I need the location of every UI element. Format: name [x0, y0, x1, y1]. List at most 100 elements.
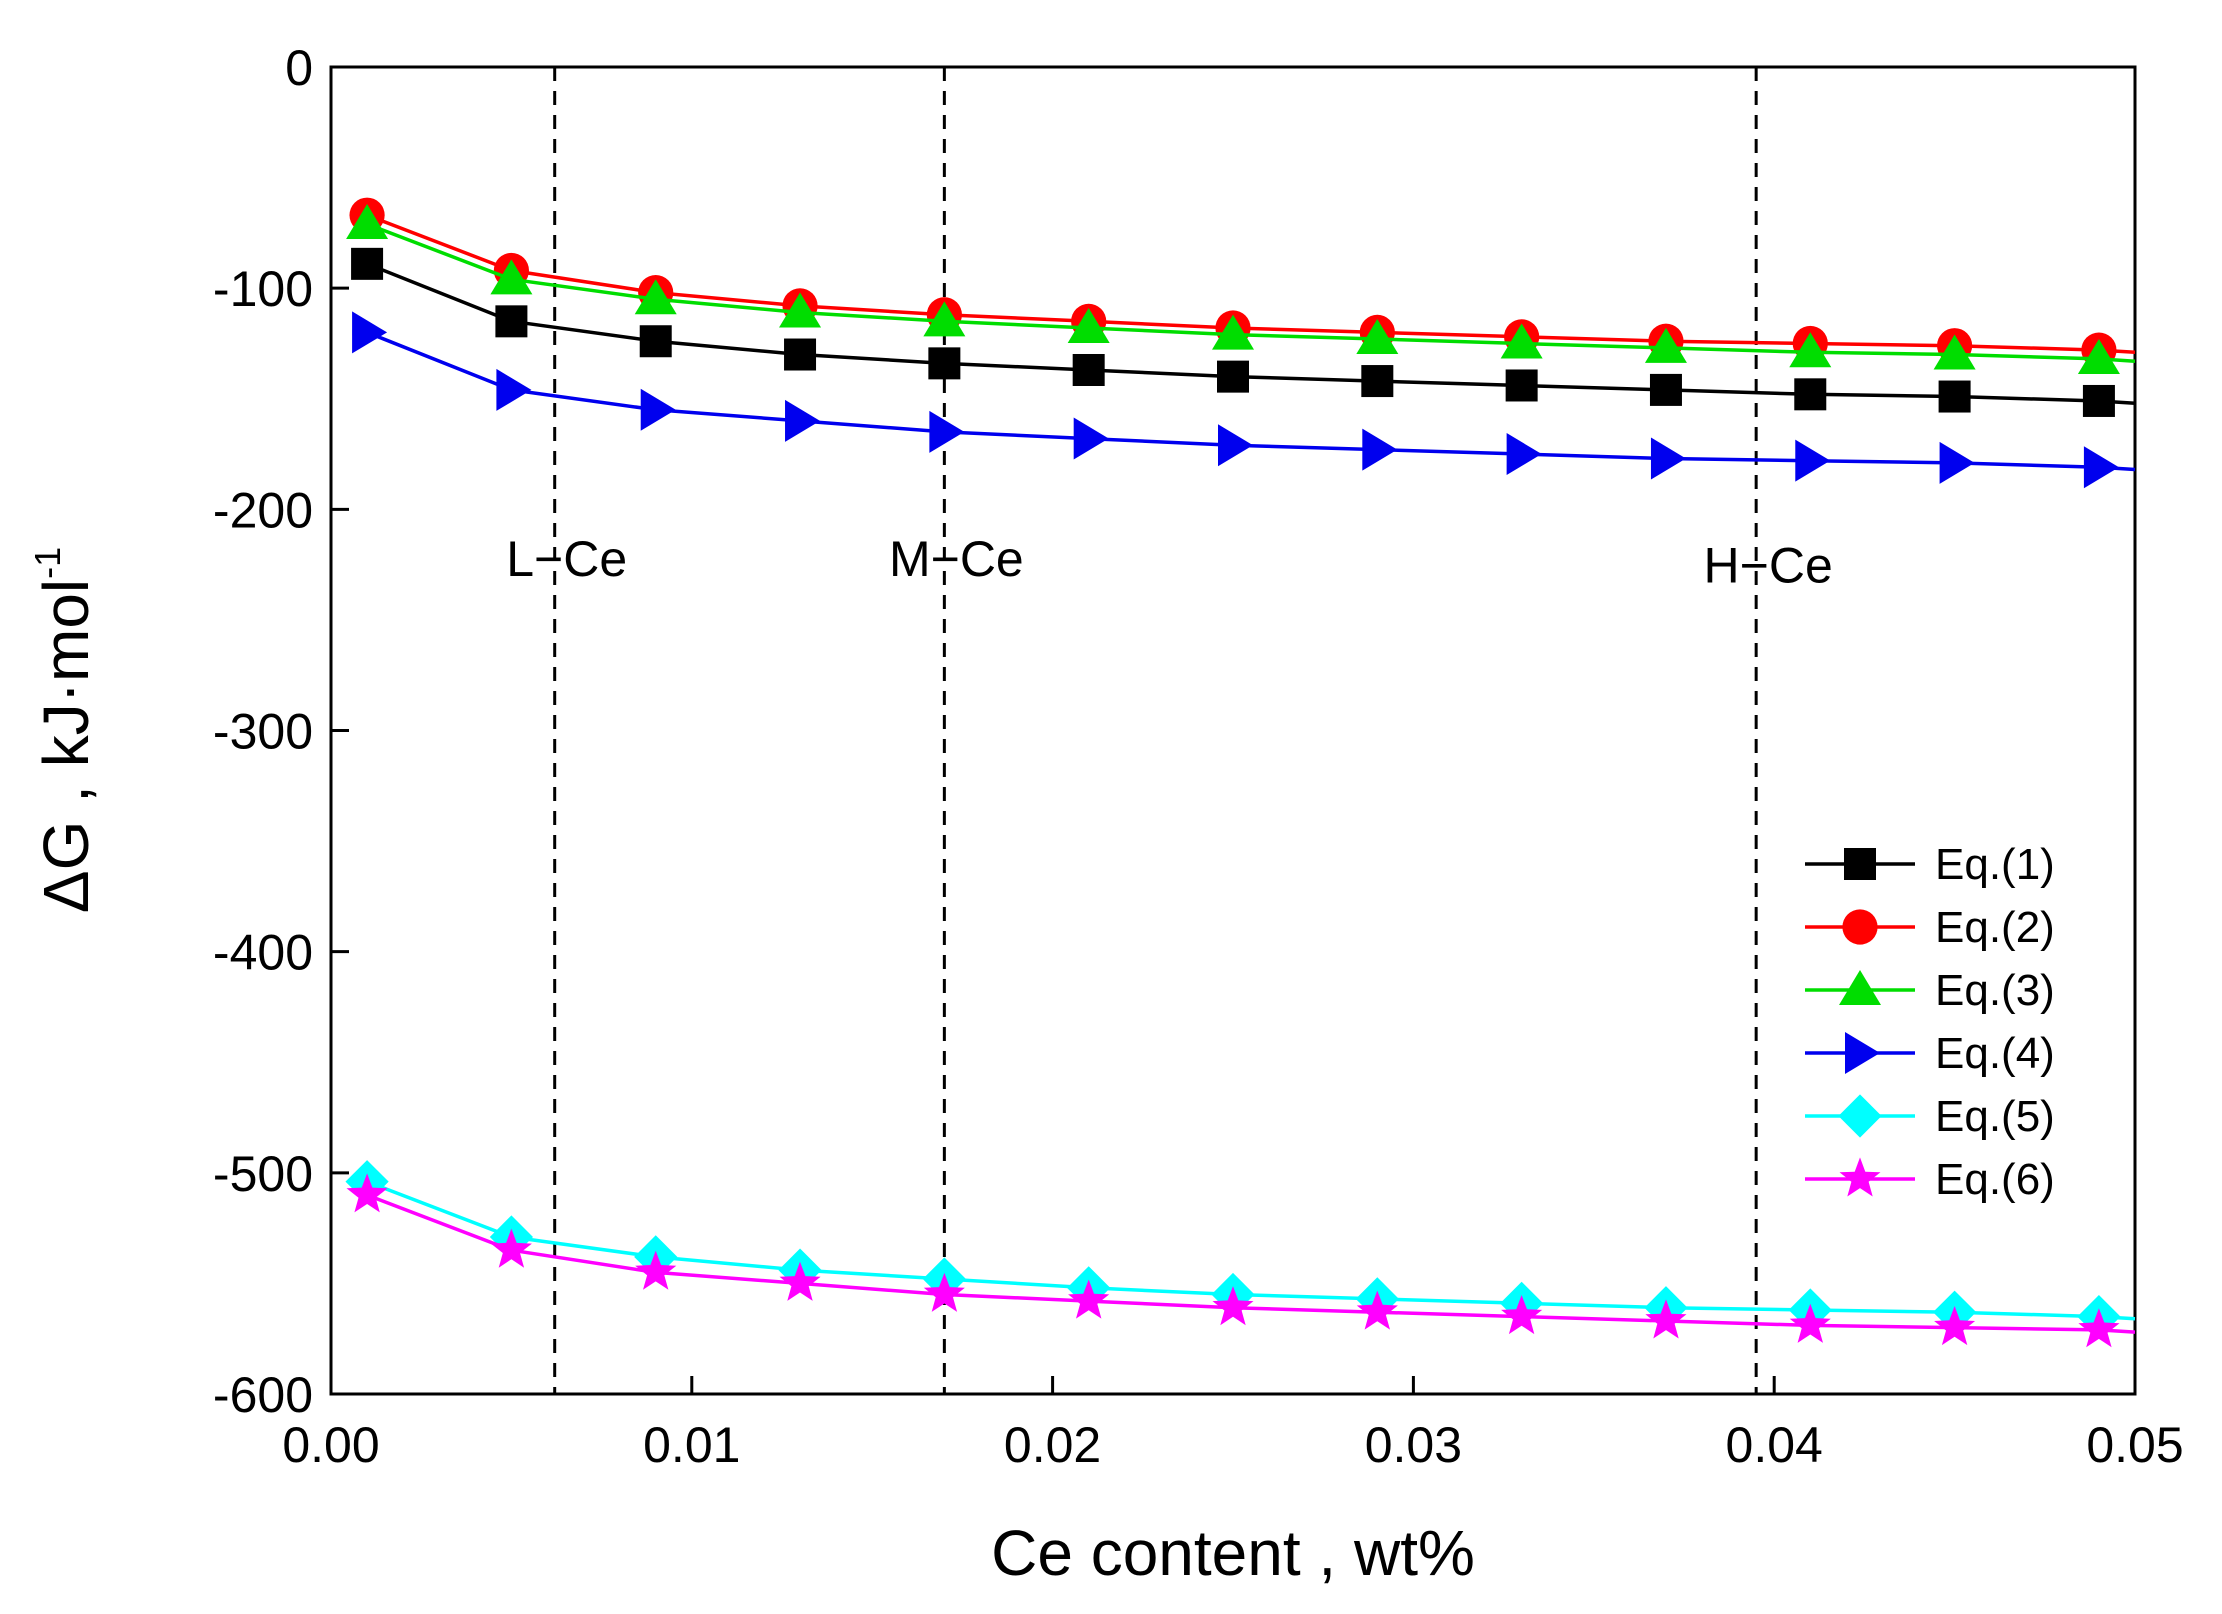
reference-lines: L−Ce M−Ce H−Ce	[506, 67, 1833, 1394]
data-point	[352, 311, 388, 354]
data-point	[1356, 1290, 1398, 1330]
x-tick-label: 0.03	[1365, 1417, 1462, 1473]
data-point	[784, 338, 817, 371]
data-point	[1795, 439, 1831, 482]
legend-marker	[1844, 848, 1876, 880]
series-line	[366, 330, 2136, 472]
data-point	[1644, 327, 1687, 363]
legend-item: Eq.(1)	[1805, 840, 2055, 889]
data-point	[1068, 1279, 1110, 1319]
y-axis-title: ΔG , kJ·mol-1	[27, 547, 102, 913]
data-point	[490, 259, 533, 295]
data-point	[635, 1250, 677, 1290]
data-point	[640, 388, 676, 431]
data-point	[923, 301, 966, 337]
series-line	[366, 222, 2136, 363]
x-tick-label: 0.05	[2086, 1417, 2183, 1473]
data-point	[490, 1228, 532, 1268]
legend-item: Eq.(3)	[1805, 966, 2055, 1015]
reference-line-label: L−Ce	[506, 531, 627, 587]
data-point	[495, 305, 528, 338]
data-point	[1649, 373, 1682, 406]
x-tick-label: 0.04	[1726, 1417, 1823, 1473]
data-point	[1645, 1299, 1687, 1339]
data-point	[1212, 314, 1254, 350]
data-point	[1505, 369, 1538, 402]
legend-item: Eq.(6)	[1805, 1155, 2055, 1204]
y-tick-label: -100	[213, 261, 313, 317]
y-axis-title-superscript: -1	[27, 547, 68, 579]
data-point	[779, 1261, 821, 1301]
series-line	[366, 213, 2136, 355]
data-point	[1500, 323, 1543, 359]
legend-item: Eq.(5)	[1805, 1092, 2055, 1141]
data-point	[1218, 424, 1253, 467]
x-axis: 0.00 0.01 0.02 0.03 0.04 0.05	[282, 1376, 2184, 1473]
legend-marker	[1845, 1032, 1880, 1074]
series-group	[351, 247, 2136, 417]
series-group	[352, 311, 2136, 489]
legend-item: Eq.(2)	[1805, 903, 2055, 952]
data-point	[1212, 1286, 1254, 1326]
data-point	[1934, 1306, 1976, 1346]
data-point	[1939, 441, 1975, 484]
x-tick-label: 0.00	[282, 1417, 379, 1473]
series-line	[366, 1193, 2136, 1334]
data-series	[345, 197, 2136, 1348]
data-point	[1072, 353, 1105, 386]
legend-label: Eq.(3)	[1935, 966, 2055, 1015]
data-point	[1501, 1295, 1543, 1335]
series-line	[366, 262, 2136, 405]
data-point	[351, 247, 384, 280]
data-point	[2083, 446, 2119, 489]
legend-marker	[1839, 1157, 1881, 1197]
y-axis-title-main: ΔG , kJ·mol	[30, 579, 102, 913]
data-point	[1217, 360, 1249, 393]
legend-label: Eq.(6)	[1935, 1155, 2055, 1204]
series-group	[346, 1173, 2136, 1348]
y-tick-label: -400	[213, 925, 313, 981]
data-point	[785, 399, 821, 442]
data-point	[2077, 338, 2120, 374]
data-point	[928, 347, 961, 380]
x-tick-label: 0.02	[1004, 1417, 1101, 1473]
x-axis-title: Ce content , wt%	[991, 1517, 1475, 1589]
legend-label: Eq.(1)	[1935, 840, 2055, 889]
data-point	[1933, 334, 1976, 370]
legend-label: Eq.(4)	[1935, 1029, 2055, 1078]
data-point	[1938, 380, 1971, 413]
legend-item: Eq.(4)	[1805, 1029, 2055, 1078]
data-point	[2078, 1308, 2120, 1348]
data-point	[634, 279, 677, 315]
data-point	[1789, 332, 1832, 368]
data-point	[1794, 378, 1827, 411]
x-tick-label: 0.01	[643, 1417, 740, 1473]
series-line	[366, 1180, 2136, 1321]
y-tick-label: -200	[213, 482, 313, 538]
legend: Eq.(1) Eq.(2) Eq.(3) Eq.(4) Eq.(5) Eq.(6)	[1805, 840, 2055, 1204]
data-point	[1506, 433, 1542, 476]
y-tick-label: -300	[213, 704, 313, 760]
legend-label: Eq.(2)	[1935, 903, 2055, 952]
y-tick-label: 0	[285, 40, 313, 96]
y-tick-label: -500	[213, 1146, 313, 1202]
data-point	[1361, 365, 1394, 398]
legend-marker	[1842, 909, 1878, 945]
data-point	[1362, 428, 1398, 471]
data-point	[346, 1173, 388, 1213]
legend-label: Eq.(5)	[1935, 1092, 2055, 1141]
data-point	[496, 368, 532, 411]
data-point	[1789, 1303, 1831, 1343]
data-point	[1073, 417, 1109, 460]
y-axis: 0 -100 -200 -300 -400 -500 -600	[213, 40, 349, 1423]
data-point	[639, 325, 672, 358]
plot-area-frame	[329, 65, 2137, 1396]
data-point	[923, 1272, 965, 1312]
data-point	[1067, 307, 1110, 343]
data-point	[2082, 384, 2115, 417]
y-tick-label: -600	[213, 1367, 313, 1423]
series-group	[346, 204, 2136, 374]
data-point	[779, 292, 822, 328]
data-point	[1356, 319, 1399, 355]
